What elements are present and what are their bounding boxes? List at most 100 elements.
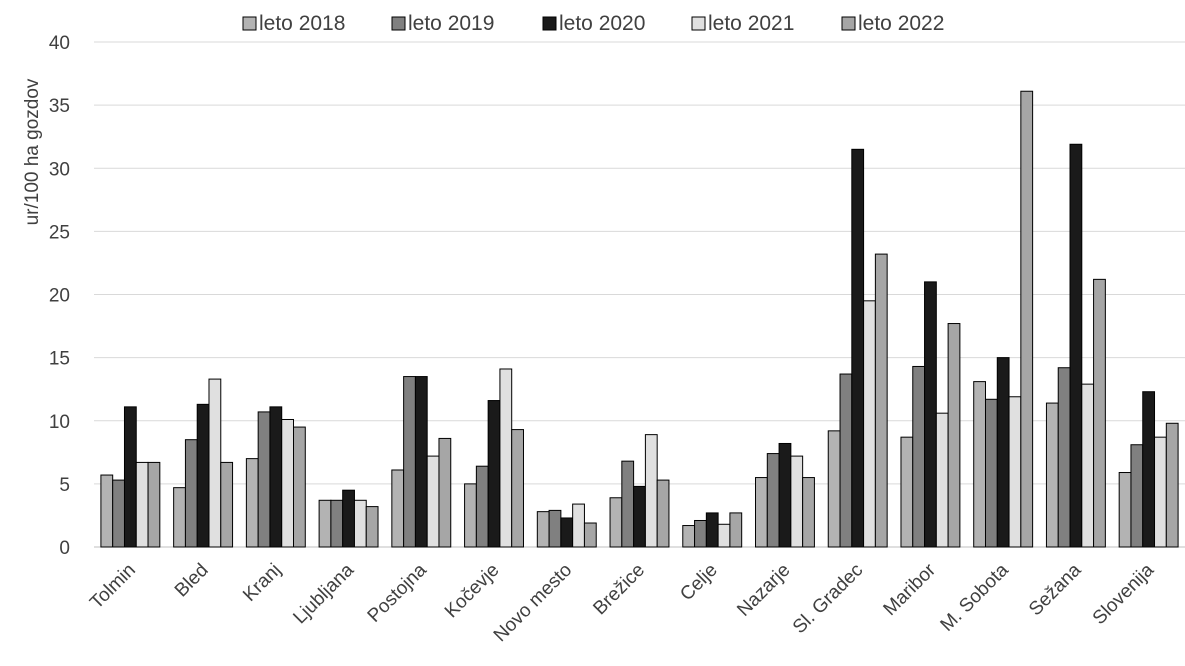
bar-leto-2021 <box>717 523 731 548</box>
bar-leto-2022 <box>365 506 379 548</box>
bar-leto-2018 <box>245 458 259 548</box>
bar-leto-2022 <box>1020 90 1034 548</box>
x-tick-label: Novo mesto <box>490 560 577 647</box>
bar-leto-2021 <box>353 499 367 548</box>
bar-leto-2018 <box>173 487 186 548</box>
bar-leto-2021 <box>863 300 876 548</box>
y-tick-labels: 0 5 10 15 20 25 30 35 40 <box>49 33 70 559</box>
bar-leto-2021 <box>499 368 513 548</box>
bar-leto-2022 <box>1093 278 1106 548</box>
bar-leto-2019 <box>621 460 635 548</box>
bar-leto-2018 <box>464 483 477 548</box>
bar-leto-2018 <box>900 436 914 548</box>
bar-leto-2021 <box>426 455 440 548</box>
x-tick-label: Ljubljana <box>289 559 358 628</box>
bar-leto-2021 <box>572 503 585 548</box>
bar-leto-2018 <box>318 499 332 548</box>
bar-leto-2019 <box>1130 444 1144 548</box>
legend-label: leto 2022 <box>858 12 944 35</box>
bar-leto-2022 <box>729 512 743 548</box>
bar-leto-2021 <box>135 461 149 548</box>
y-tick-label: 20 <box>49 286 70 307</box>
bar-leto-2019 <box>766 453 780 548</box>
bar-leto-2022 <box>147 461 161 548</box>
bar-leto-2020 <box>123 406 137 548</box>
bar-leto-2019 <box>330 499 344 548</box>
bar-leto-2020 <box>924 281 937 548</box>
x-tick-label: Celje <box>676 560 721 605</box>
y-tick-label: 30 <box>49 159 70 180</box>
x-tick-label: Kočevje <box>441 560 504 623</box>
bar-leto-2021 <box>208 378 222 548</box>
bar-leto-2022 <box>874 253 888 548</box>
bar-leto-2018 <box>682 525 696 548</box>
bar-leto-2022 <box>438 437 452 548</box>
bar-leto-2018 <box>1118 472 1132 548</box>
y-tick-label: 40 <box>49 33 70 54</box>
bar-leto-2020 <box>1142 391 1156 548</box>
y-tick-label: 35 <box>49 96 70 117</box>
bar-leto-2018 <box>536 511 550 548</box>
bar-leto-2022 <box>511 429 524 548</box>
x-tick-label: Kranj <box>239 560 285 606</box>
legend-label: leto 2021 <box>708 12 794 35</box>
x-tick-label: Tolmin <box>86 560 140 614</box>
x-tick-labels: Tolmin Bled Kranj Ljubljana Postojna KočevjeN… <box>86 559 1158 646</box>
bar-leto-2020 <box>996 357 1010 548</box>
legend-swatch <box>542 16 557 31</box>
bar-leto-2018 <box>1045 402 1059 548</box>
bar-leto-2019 <box>1057 367 1071 548</box>
bar-leto-2020 <box>633 485 646 548</box>
bar-leto-2021 <box>790 455 804 548</box>
x-tick-label: Sl. Gradec <box>789 560 867 638</box>
bar-leto-2019 <box>475 465 489 548</box>
bar-leto-2022 <box>802 477 815 548</box>
bar-leto-2019 <box>184 439 198 548</box>
y-tick-label: 5 <box>59 475 70 496</box>
bar-leto-2022 <box>947 323 961 548</box>
bar-leto-2018 <box>755 477 768 548</box>
x-tick-label: M. Sobota <box>937 559 1013 635</box>
bar-leto-2021 <box>1081 383 1095 548</box>
bar-leto-2020 <box>705 512 719 548</box>
bar-leto-2019 <box>984 398 998 548</box>
bar-leto-2020 <box>487 400 501 548</box>
y-axis-title: ur/100 ha gozdov <box>22 78 43 225</box>
bar-leto-2020 <box>342 489 355 548</box>
bar-leto-2019 <box>548 509 562 548</box>
y-tick-label: 15 <box>49 349 70 370</box>
bar-leto-2020 <box>414 376 428 548</box>
bar-leto-2020 <box>560 517 574 548</box>
bar-leto-2018 <box>609 497 623 548</box>
legend-swatch <box>242 16 257 31</box>
x-tick-label: Sežana <box>1025 559 1086 620</box>
bar-leto-2018 <box>100 474 114 548</box>
bar-leto-2018 <box>391 469 405 548</box>
bar-leto-2022 <box>293 426 306 548</box>
x-tick-label: Bled <box>171 560 213 602</box>
x-tick-label: Slovenija <box>1089 559 1159 629</box>
x-tick-label: Maribor <box>880 559 941 620</box>
y-tick-label: 0 <box>59 538 70 559</box>
bar-leto-2022 <box>220 461 234 548</box>
bar-leto-2019 <box>112 479 125 548</box>
bar-leto-2020 <box>196 403 210 548</box>
legend-swatch <box>691 16 706 31</box>
bar-leto-2022 <box>1165 422 1179 548</box>
legend-label: leto 2018 <box>259 12 345 35</box>
y-tick-label: 25 <box>49 222 70 243</box>
legend: leto 2018 leto 2019 leto 2020 leto 2021 leto… <box>242 12 944 35</box>
bar-leto-2019 <box>694 519 707 548</box>
legend-swatch <box>391 16 406 31</box>
bar-leto-2019 <box>839 373 853 548</box>
bar-leto-2021 <box>644 434 658 548</box>
bar-leto-2022 <box>583 522 597 548</box>
x-tick-label: Nazarje <box>733 560 794 621</box>
bar-leto-2018 <box>827 430 841 548</box>
bar-leto-2020 <box>851 148 865 548</box>
bar-leto-2019 <box>257 411 271 548</box>
y-tick-label: 10 <box>49 412 70 433</box>
bar-leto-2020 <box>269 406 283 548</box>
